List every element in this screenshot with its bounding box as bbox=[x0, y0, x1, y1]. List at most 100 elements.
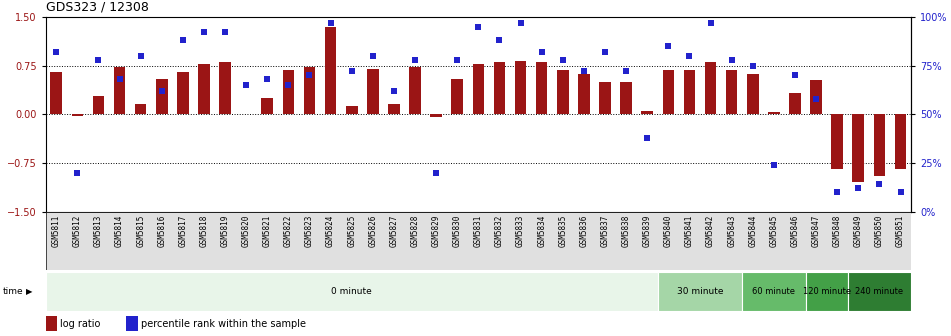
Text: log ratio: log ratio bbox=[60, 319, 100, 329]
Bar bbox=[452, 79, 463, 114]
Text: GSM5841: GSM5841 bbox=[685, 215, 694, 247]
Point bbox=[893, 190, 908, 195]
Point bbox=[218, 30, 233, 35]
Point bbox=[492, 38, 507, 43]
Point bbox=[555, 57, 571, 62]
Text: GSM5833: GSM5833 bbox=[516, 215, 525, 247]
Point bbox=[133, 53, 148, 58]
Point bbox=[365, 53, 380, 58]
Point bbox=[112, 77, 127, 82]
Text: GSM5813: GSM5813 bbox=[94, 215, 103, 247]
Text: 60 minute: 60 minute bbox=[752, 287, 795, 296]
Bar bbox=[92, 96, 105, 114]
Point bbox=[576, 69, 592, 74]
Text: GSM5851: GSM5851 bbox=[896, 215, 905, 247]
Bar bbox=[747, 74, 759, 114]
Bar bbox=[325, 27, 337, 114]
Bar bbox=[388, 104, 399, 114]
Text: 0 minute: 0 minute bbox=[331, 287, 372, 296]
Bar bbox=[262, 98, 273, 114]
Point bbox=[661, 43, 676, 49]
Bar bbox=[620, 82, 631, 114]
Point bbox=[640, 135, 655, 140]
Bar bbox=[789, 93, 801, 114]
Text: GSM5820: GSM5820 bbox=[242, 215, 251, 247]
Bar bbox=[658, 272, 742, 311]
Bar bbox=[847, 272, 911, 311]
Text: GSM5822: GSM5822 bbox=[284, 215, 293, 247]
Point bbox=[260, 77, 275, 82]
Text: GSM5825: GSM5825 bbox=[347, 215, 357, 247]
Text: time: time bbox=[3, 287, 24, 296]
Point bbox=[175, 38, 190, 43]
Bar bbox=[535, 62, 548, 114]
Point bbox=[90, 57, 106, 62]
Text: GSM5843: GSM5843 bbox=[728, 215, 736, 247]
Text: GSM5819: GSM5819 bbox=[221, 215, 229, 247]
Point bbox=[69, 170, 85, 175]
Bar bbox=[805, 272, 847, 311]
Bar bbox=[599, 82, 611, 114]
Bar bbox=[367, 69, 378, 114]
Bar bbox=[768, 112, 780, 114]
Bar bbox=[156, 79, 167, 114]
Bar bbox=[663, 70, 674, 114]
Bar bbox=[282, 70, 294, 114]
Bar bbox=[71, 114, 83, 116]
Point bbox=[767, 162, 782, 168]
Bar bbox=[114, 68, 126, 114]
Text: GDS323 / 12308: GDS323 / 12308 bbox=[46, 0, 148, 13]
Bar bbox=[578, 74, 590, 114]
Bar bbox=[46, 272, 658, 311]
Text: GSM5821: GSM5821 bbox=[262, 215, 272, 247]
Bar bbox=[874, 114, 885, 176]
Bar bbox=[409, 68, 421, 114]
Bar bbox=[220, 62, 231, 114]
Point bbox=[534, 49, 550, 54]
Text: GSM5826: GSM5826 bbox=[368, 215, 378, 247]
Text: GSM5823: GSM5823 bbox=[305, 215, 314, 247]
Bar bbox=[431, 114, 442, 118]
Point bbox=[851, 185, 866, 191]
Text: GSM5831: GSM5831 bbox=[474, 215, 483, 247]
Text: GSM5811: GSM5811 bbox=[51, 215, 61, 247]
Text: percentile rank within the sample: percentile rank within the sample bbox=[141, 319, 306, 329]
Point bbox=[471, 24, 486, 29]
Bar bbox=[473, 64, 484, 114]
Point bbox=[386, 88, 401, 93]
Point bbox=[682, 53, 697, 58]
Bar bbox=[742, 272, 805, 311]
Point bbox=[703, 20, 718, 25]
Text: GSM5834: GSM5834 bbox=[537, 215, 546, 247]
Point bbox=[239, 82, 254, 88]
Bar bbox=[303, 68, 316, 114]
Bar bbox=[852, 114, 864, 182]
Text: GSM5842: GSM5842 bbox=[706, 215, 715, 247]
Text: GSM5836: GSM5836 bbox=[579, 215, 589, 247]
Point bbox=[154, 88, 169, 93]
Point bbox=[746, 63, 761, 68]
Text: GSM5849: GSM5849 bbox=[854, 215, 863, 247]
Bar bbox=[895, 114, 906, 169]
Text: 240 minute: 240 minute bbox=[855, 287, 903, 296]
Text: GSM5846: GSM5846 bbox=[790, 215, 800, 247]
Bar bbox=[50, 72, 62, 114]
Point bbox=[513, 20, 528, 25]
Text: GSM5828: GSM5828 bbox=[411, 215, 419, 247]
Point bbox=[618, 69, 633, 74]
Text: GSM5832: GSM5832 bbox=[495, 215, 504, 247]
Text: GSM5847: GSM5847 bbox=[811, 215, 821, 247]
Point bbox=[49, 49, 64, 54]
Text: GSM5814: GSM5814 bbox=[115, 215, 124, 247]
Text: GSM5816: GSM5816 bbox=[157, 215, 166, 247]
Point bbox=[872, 182, 887, 187]
Bar bbox=[494, 62, 505, 114]
Text: 30 minute: 30 minute bbox=[677, 287, 723, 296]
Point bbox=[407, 57, 422, 62]
Text: 120 minute: 120 minute bbox=[803, 287, 851, 296]
Text: GSM5850: GSM5850 bbox=[875, 215, 883, 247]
Text: GSM5835: GSM5835 bbox=[558, 215, 568, 247]
Point bbox=[724, 57, 739, 62]
Bar bbox=[198, 64, 210, 114]
Point bbox=[301, 73, 317, 78]
